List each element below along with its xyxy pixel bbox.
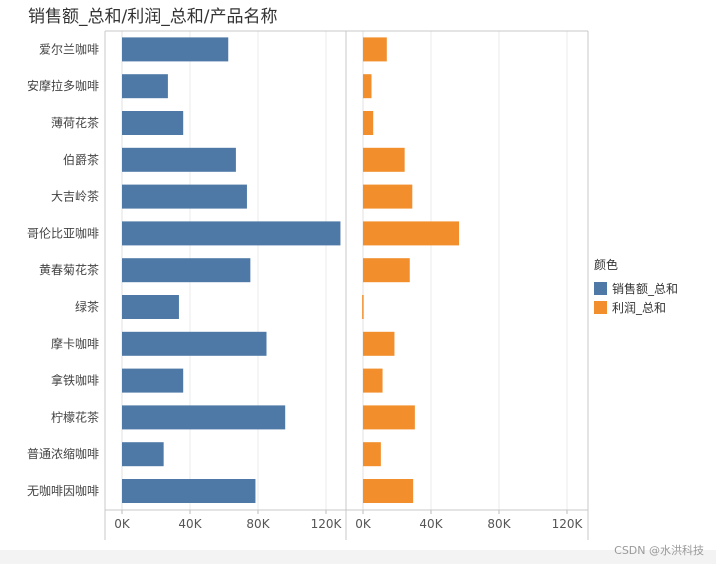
- legend-item-sales[interactable]: 销售额_总和: [594, 279, 678, 298]
- bar-profit: [363, 37, 387, 62]
- category-label: 摩卡咖啡: [51, 336, 99, 351]
- bar-sales: [122, 442, 164, 467]
- x-tick-label: 80K: [487, 517, 511, 531]
- chart-title: 销售额_总和/利润_总和/产品名称: [28, 7, 278, 27]
- legend-label-profit: 利润_总和: [612, 301, 667, 315]
- category-label: 无咖啡因咖啡: [27, 483, 99, 498]
- legend-item-profit[interactable]: 利润_总和: [594, 298, 678, 317]
- bar-sales: [122, 368, 184, 393]
- bar-profit: [363, 331, 395, 356]
- bar-sales: [122, 184, 247, 209]
- legend: 颜色 销售额_总和 利润_总和: [594, 256, 678, 317]
- x-tick-label: 120K: [552, 517, 584, 531]
- x-tick-label: 0K: [355, 517, 372, 531]
- category-label: 大吉岭茶: [51, 189, 99, 204]
- category-label: 薄荷花茶: [51, 115, 99, 130]
- bar-profit: [363, 479, 414, 503]
- bar-profit: [363, 442, 381, 467]
- category-label: 安摩拉多咖啡: [27, 78, 99, 93]
- bar-profit: [363, 405, 415, 430]
- category-label: 伯爵茶: [63, 152, 99, 167]
- bar-profit: [363, 74, 372, 99]
- legend-title: 颜色: [594, 258, 619, 272]
- bar-sales: [122, 74, 168, 99]
- category-label: 普通浓缩咖啡: [27, 446, 99, 461]
- bar-profit: [363, 221, 460, 246]
- bar-sales: [122, 258, 251, 283]
- bar-sales: [122, 37, 229, 62]
- footer-band: [0, 550, 716, 564]
- bar-profit: [363, 147, 405, 172]
- bar-sales: [122, 221, 341, 246]
- bar-sales: [122, 405, 286, 430]
- category-label: 柠檬花茶: [51, 409, 99, 424]
- x-tick-label: 40K: [419, 517, 443, 531]
- watermark: CSDN @水洪科技: [614, 544, 704, 557]
- category-label: 爱尔兰咖啡: [39, 41, 99, 56]
- bar-profit: [363, 111, 374, 135]
- bar-sales: [122, 331, 267, 356]
- bar-sales: [122, 147, 236, 172]
- bar-profit: [363, 184, 413, 209]
- category-label: 黄春菊花茶: [39, 262, 99, 277]
- category-label: 哥伦比亚咖啡: [27, 225, 99, 240]
- bar-profit: [363, 258, 410, 283]
- legend-swatch-profit: [594, 301, 607, 314]
- bar-sales: [122, 479, 256, 503]
- legend-label-sales: 销售额_总和: [612, 282, 679, 296]
- x-tick-label: 80K: [246, 517, 270, 531]
- x-tick-label: 0K: [114, 517, 131, 531]
- x-tick-label: 120K: [311, 517, 343, 531]
- bar-profit: [363, 368, 383, 393]
- bar-profit: [362, 295, 364, 319]
- bar-sales: [122, 295, 179, 319]
- x-tick-label: 40K: [178, 517, 202, 531]
- category-label: 拿铁咖啡: [51, 373, 99, 388]
- legend-swatch-sales: [594, 282, 607, 295]
- bar-sales: [122, 111, 184, 135]
- category-label: 绿茶: [75, 299, 99, 314]
